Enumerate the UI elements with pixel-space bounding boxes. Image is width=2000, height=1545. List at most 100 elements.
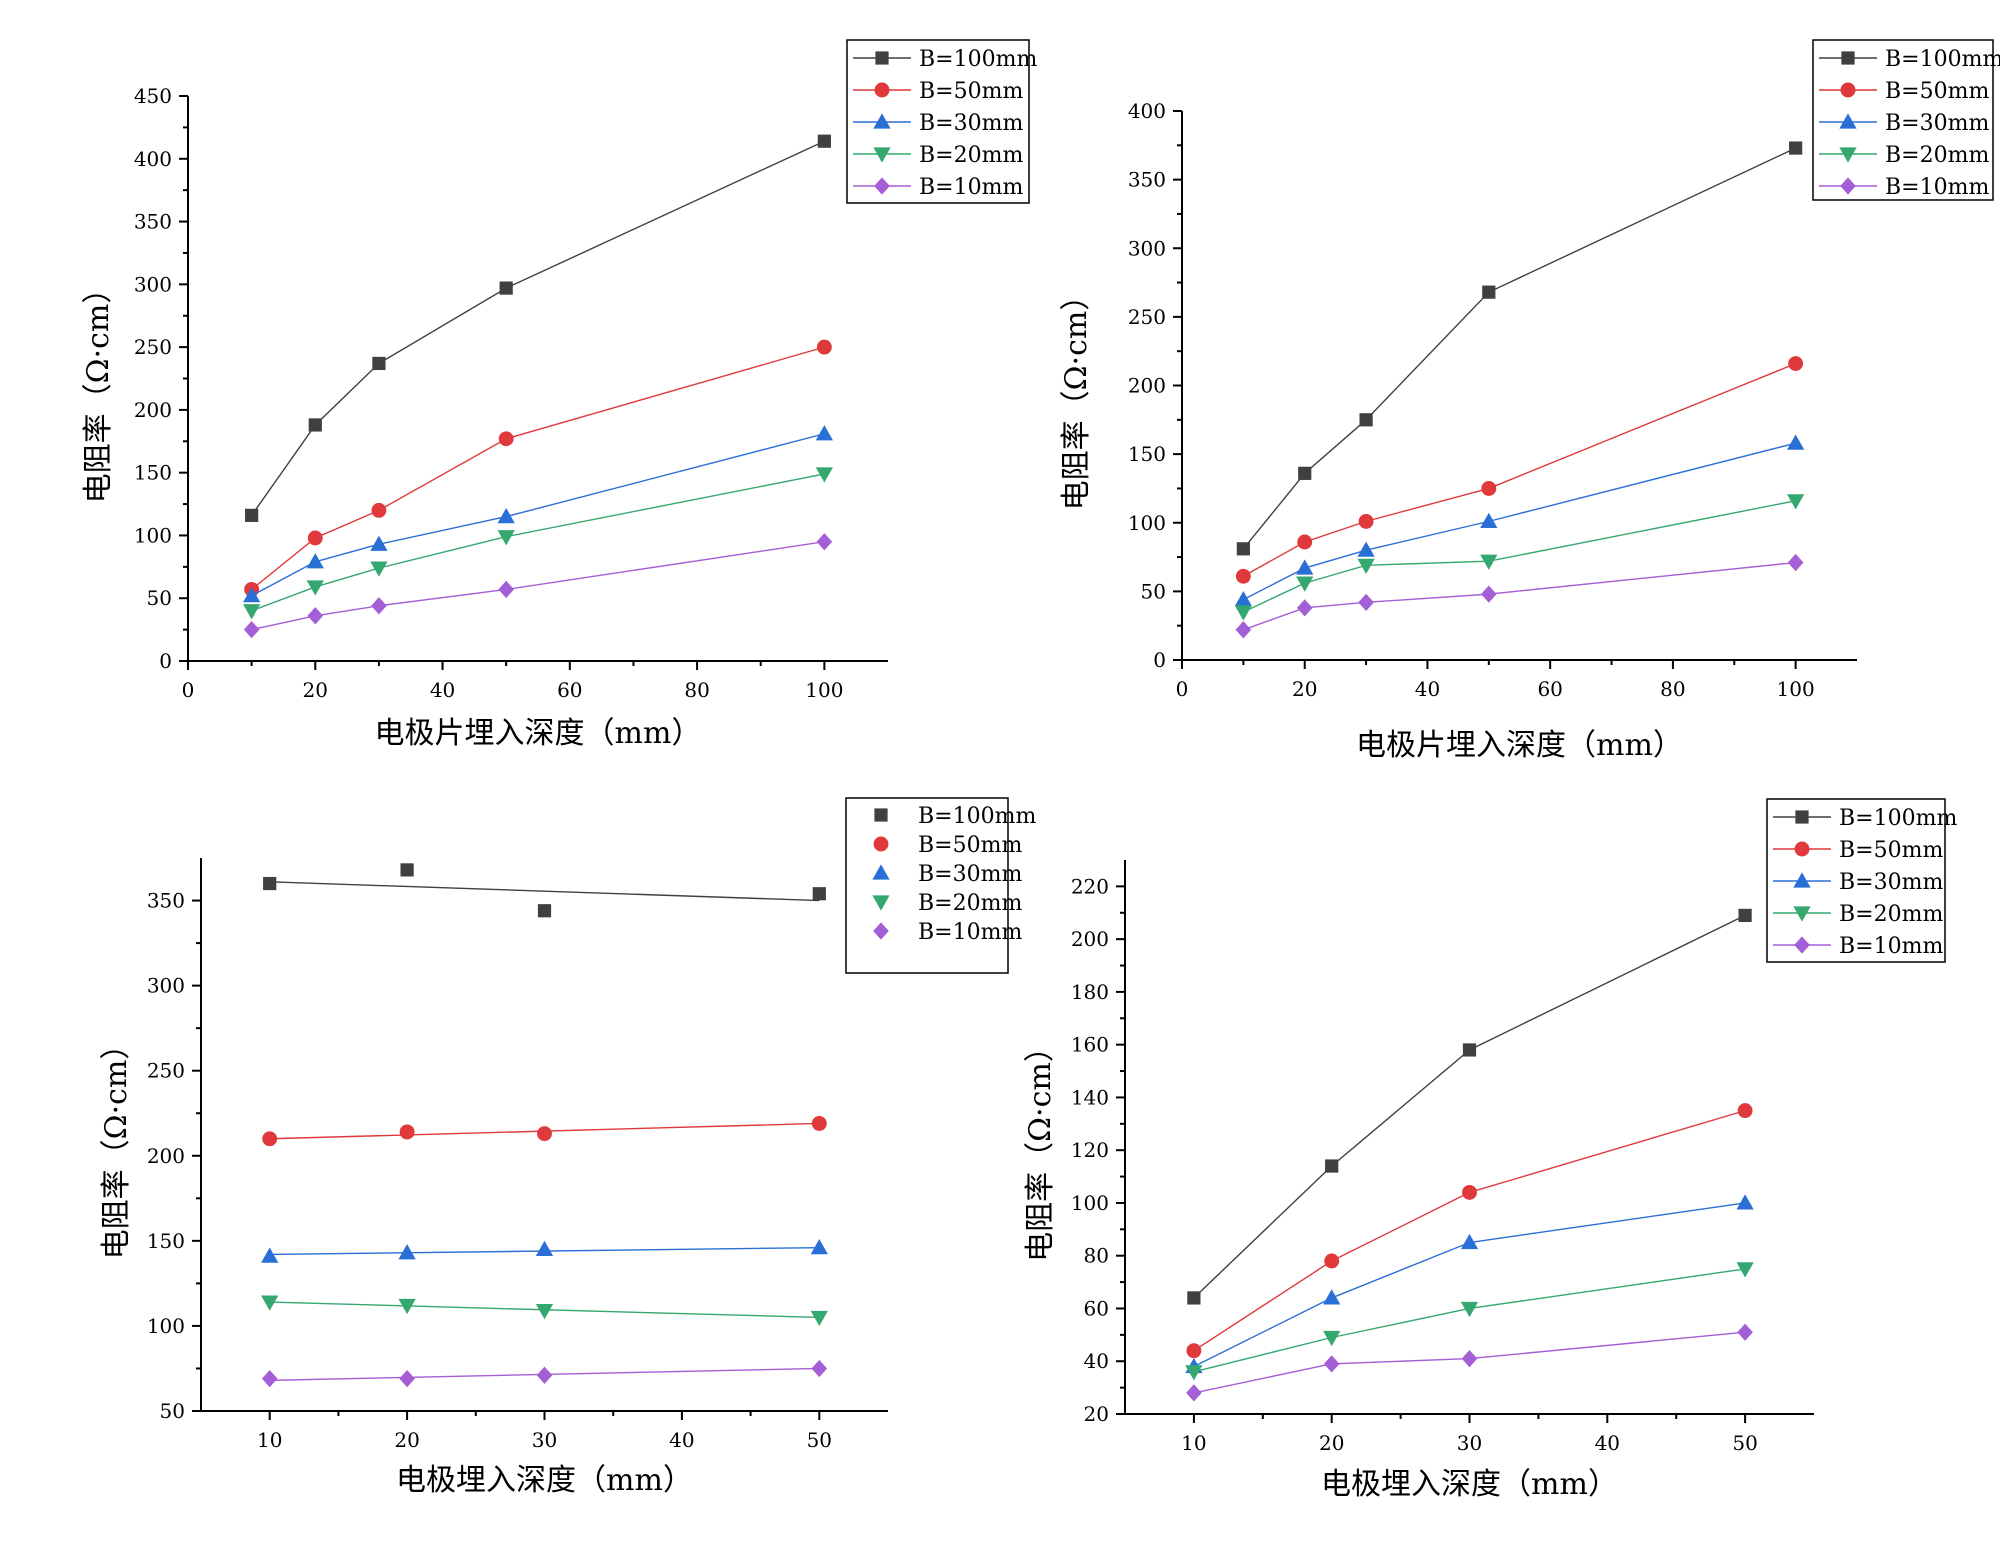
- x-tick-label: 100: [805, 678, 843, 702]
- series-B=50mm: [262, 1116, 827, 1147]
- x-tick-label: 40: [1415, 677, 1440, 701]
- data-point: [307, 530, 323, 546]
- series-line: [1193, 1331, 1746, 1394]
- legend-marker: [1840, 177, 1856, 195]
- data-point: [1296, 599, 1313, 617]
- data-point: [536, 1366, 553, 1384]
- y-tick-label: 100: [134, 523, 172, 547]
- data-point: [1357, 558, 1375, 574]
- x-tick-label: 20: [303, 678, 328, 702]
- x-tick-label: 100: [1777, 677, 1815, 701]
- legend-label: B=50mm: [919, 79, 1023, 104]
- data-point: [1325, 1159, 1339, 1173]
- legend-label: B=30mm: [919, 111, 1023, 136]
- data-point: [810, 1310, 828, 1327]
- data-point: [1359, 413, 1373, 427]
- data-point: [1358, 593, 1374, 611]
- y-tick-label: 60: [1084, 1296, 1109, 1320]
- y-tick-label: 300: [1128, 236, 1166, 260]
- data-point: [263, 876, 277, 891]
- y-tick-label: 300: [134, 272, 172, 296]
- data-point: [399, 1124, 415, 1140]
- x-tick-label: 20: [1319, 1431, 1344, 1455]
- legend-label: B=10mm: [1885, 175, 1989, 200]
- data-point: [261, 1295, 279, 1311]
- data-point: [537, 904, 552, 918]
- data-point: [242, 604, 261, 620]
- series-B=100mm: [1236, 141, 1803, 556]
- series-B=10mm: [243, 533, 833, 639]
- series-B=50mm: [1235, 356, 1804, 584]
- legend-marker: [1839, 147, 1857, 163]
- legend-marker: [874, 808, 888, 822]
- data-point: [1480, 512, 1498, 528]
- y-tick-label: 200: [147, 1144, 185, 1168]
- x-tick-label: 10: [257, 1428, 282, 1452]
- x-tick-label: 40: [1595, 1431, 1620, 1455]
- data-point: [261, 1247, 279, 1263]
- legend-marker: [874, 177, 890, 195]
- data-point: [370, 561, 388, 577]
- legend: B=100mm B=50mm B=30mm B=20mm B=10mm: [846, 39, 1037, 204]
- legend-marker: [1793, 906, 1811, 922]
- series-B=20mm: [242, 467, 834, 620]
- legend: B=100mm B=50mm B=30mm B=20mm B=10mm: [1766, 798, 1957, 963]
- x-tick-label: 80: [684, 678, 709, 702]
- data-point: [399, 1370, 415, 1388]
- series-B=100mm: [263, 863, 826, 918]
- x-tick-label: 0: [1176, 677, 1189, 701]
- y-tick-label: 220: [1071, 874, 1109, 898]
- data-point: [1737, 1323, 1753, 1341]
- series-B=10mm: [261, 1359, 828, 1388]
- y-axis-title: 电阻率（Ω·cm）: [1059, 281, 1094, 511]
- chart-1: 0 50 100 150 200 250 300 350 400 450 0 20 40 60 80 100 电…: [81, 39, 1037, 751]
- legend-box: [1812, 39, 1994, 201]
- y-tick-label: 0: [159, 649, 172, 673]
- y-tick-label: 350: [134, 210, 172, 234]
- data-point: [372, 356, 386, 371]
- y-tick-label: 250: [147, 1059, 185, 1083]
- data-point: [1357, 541, 1375, 557]
- legend-marker: [1794, 936, 1810, 954]
- data-point: [1235, 568, 1251, 584]
- series-line: [1193, 1268, 1746, 1373]
- data-point: [1236, 542, 1250, 556]
- legend-label: B=10mm: [918, 920, 1022, 945]
- data-point: [1461, 1349, 1478, 1368]
- legend-marker: [874, 82, 890, 98]
- x-tick-label: 30: [532, 1428, 557, 1452]
- data-point: [1789, 141, 1803, 155]
- y-tick-label: 140: [1071, 1085, 1109, 1109]
- data-point: [1296, 576, 1314, 592]
- data-point: [243, 620, 260, 639]
- data-point: [1460, 1301, 1479, 1318]
- data-point: [1788, 356, 1804, 371]
- y-tick-label: 450: [134, 84, 172, 108]
- legend-label: B=100mm: [1885, 47, 2000, 72]
- data-point: [1234, 605, 1253, 621]
- y-tick-label: 50: [1141, 579, 1166, 603]
- legend-label: B=10mm: [919, 175, 1023, 200]
- data-point: [811, 1359, 828, 1378]
- y-tick-label: 300: [147, 974, 185, 998]
- legend-marker: [1839, 113, 1857, 129]
- series-line: [251, 346, 825, 590]
- legend-label: B=20mm: [918, 891, 1022, 916]
- data-point: [1786, 494, 1805, 510]
- legend: B=100mm B=50mm B=30mm B=20mm B=10mm: [1812, 39, 2000, 201]
- series-B=50mm: [244, 339, 832, 597]
- x-tick-label: 30: [1457, 1431, 1482, 1455]
- legend-marker: [1841, 51, 1855, 65]
- data-point: [307, 607, 324, 625]
- data-point: [262, 1131, 278, 1147]
- data-point: [1737, 1103, 1753, 1119]
- series-line: [251, 541, 825, 631]
- y-tick-label: 40: [1084, 1349, 1109, 1373]
- series-line: [1193, 1202, 1746, 1368]
- y-tick-label: 200: [134, 398, 172, 422]
- y-tick-label: 250: [134, 335, 172, 359]
- data-point: [815, 425, 834, 441]
- x-axis-title: 电极片埋入深度（mm）: [1356, 728, 1683, 763]
- series-B=100mm: [245, 134, 831, 522]
